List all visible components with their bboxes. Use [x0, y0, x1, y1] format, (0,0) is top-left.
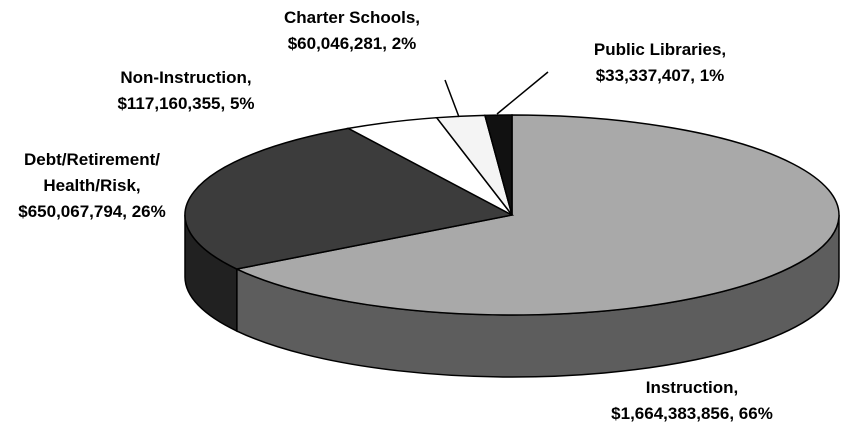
category-label: Non-Instruction, — [120, 68, 252, 87]
label-charter: Charter Schools, $60,046,281, 2% — [284, 5, 420, 57]
label-debt: Debt/Retirement/ Health/Risk, $650,067,79… — [7, 147, 177, 225]
value-label: $1,664,383,856, 66% — [611, 404, 773, 423]
leader-line — [444, 79, 460, 118]
category-label: Public Libraries, — [593, 40, 727, 59]
leader-line — [496, 71, 549, 115]
value-label: $33,337,407, 1% — [595, 66, 725, 85]
value-label: $117,160,355, 5% — [117, 94, 255, 113]
value-label: $650,067,794, 26% — [18, 202, 166, 221]
slice — [234, 114, 840, 316]
category-label: Debt/Retirement/ Health/Risk, — [23, 150, 161, 195]
label-noninstruction: Non-Instruction, $117,160,355, 5% — [117, 65, 254, 117]
slice — [184, 127, 515, 270]
value-label: $60,046,281, 2% — [287, 34, 417, 53]
label-libraries: Public Libraries, $33,337,407, 1% — [594, 37, 726, 89]
label-instruction: Instruction, $1,664,383,856, 66% — [611, 375, 773, 426]
category-label: Charter Schools, — [283, 8, 421, 27]
category-label: Instruction, — [645, 378, 739, 397]
slice — [483, 114, 513, 216]
